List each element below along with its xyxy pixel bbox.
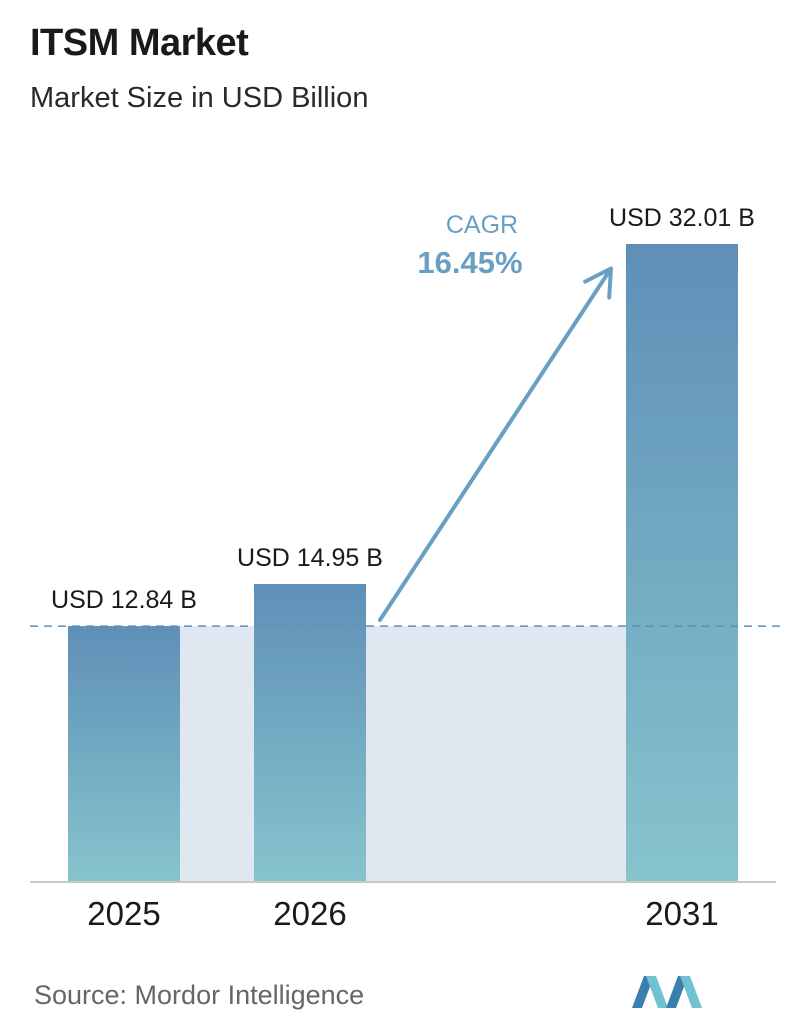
cagr-value: 16.45% [417, 245, 522, 280]
source-note: Source: Mordor Intelligence [34, 980, 365, 1010]
chart-subtitle: Market Size in USD Billion [30, 82, 369, 114]
chart-title: ITSM Market [30, 22, 249, 64]
bar-layer [68, 244, 738, 882]
category-label-2031: 2031 [645, 895, 718, 932]
bar-2031 [626, 244, 738, 882]
value-label-2025: USD 12.84 B [51, 586, 197, 614]
mordor-intelligence-logo-icon [632, 976, 702, 1008]
category-label-2025: 2025 [87, 895, 160, 932]
cagr-label: CAGR [446, 211, 518, 239]
value-label-2026: USD 14.95 B [237, 544, 383, 572]
category-label-2026: 2026 [273, 895, 346, 932]
cagr-arrow [378, 266, 613, 622]
value-label-2031: USD 32.01 B [609, 204, 755, 232]
bar-2025 [68, 626, 180, 882]
bar-2026 [254, 584, 366, 882]
label-layer: USD 12.84 B 2025 USD 14.95 B 2026 USD 32.01 … [51, 204, 755, 932]
